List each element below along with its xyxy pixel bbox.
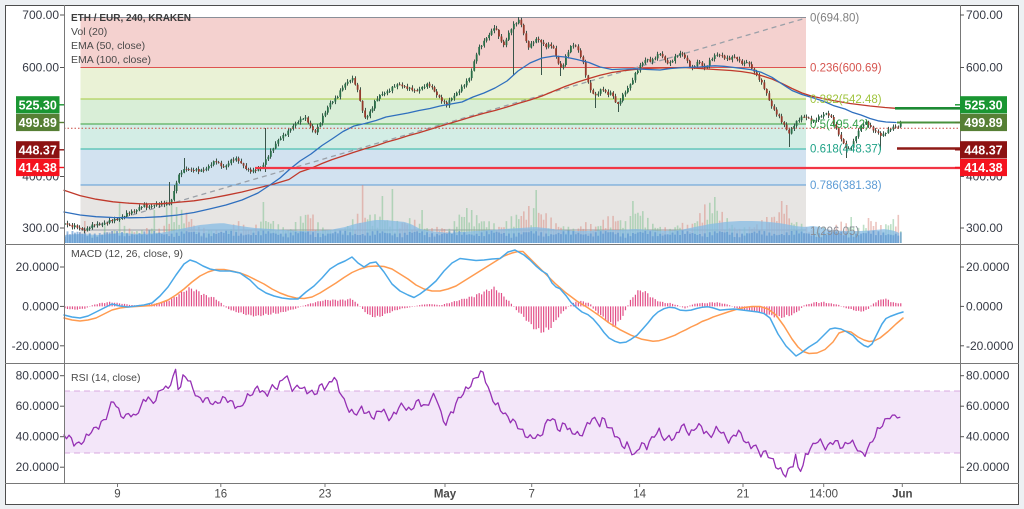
svg-text:May: May xyxy=(434,489,457,501)
svg-text:499.89: 499.89 xyxy=(964,116,1002,130)
svg-text:14:00: 14:00 xyxy=(809,489,838,501)
svg-text:14: 14 xyxy=(633,489,646,501)
svg-text:ETH / EUR, 240, KRAKEN: ETH / EUR, 240, KRAKEN xyxy=(71,13,191,24)
svg-text:40.0000: 40.0000 xyxy=(16,430,60,444)
svg-text:448.37: 448.37 xyxy=(964,143,1002,157)
svg-text:1(296.05): 1(296.05) xyxy=(810,226,859,238)
svg-text:300.00: 300.00 xyxy=(966,221,1003,235)
svg-text:600.00: 600.00 xyxy=(966,61,1003,75)
svg-text:16: 16 xyxy=(214,489,227,501)
svg-text:0.0000: 0.0000 xyxy=(966,299,1003,313)
svg-text:80.0000: 80.0000 xyxy=(966,369,1010,383)
svg-text:525.30: 525.30 xyxy=(964,98,1002,112)
svg-text:60.0000: 60.0000 xyxy=(966,399,1010,413)
svg-text:23: 23 xyxy=(319,489,332,501)
svg-text:0(694.80): 0(694.80) xyxy=(810,13,859,25)
svg-text:-20.0000: -20.0000 xyxy=(966,339,1014,353)
svg-text:Vol (20): Vol (20) xyxy=(71,26,107,38)
svg-text:0.618(448.37): 0.618(448.37) xyxy=(810,144,882,156)
svg-text:20.0000: 20.0000 xyxy=(16,460,60,474)
svg-text:0.5(495.42): 0.5(495.42) xyxy=(810,119,869,131)
svg-text:EMA (100, close): EMA (100, close) xyxy=(71,54,151,66)
svg-text:700.00: 700.00 xyxy=(966,8,1003,22)
svg-text:60.0000: 60.0000 xyxy=(16,399,60,413)
svg-text:Jun: Jun xyxy=(892,489,912,501)
svg-text:-20.0000: -20.0000 xyxy=(12,339,60,353)
svg-text:EMA (50, close): EMA (50, close) xyxy=(71,40,145,52)
svg-text:0.0000: 0.0000 xyxy=(22,299,59,313)
svg-text:20.0000: 20.0000 xyxy=(966,260,1010,274)
svg-text:499.89: 499.89 xyxy=(19,116,57,130)
svg-text:21: 21 xyxy=(737,489,750,501)
svg-text:RSI (14, close): RSI (14, close) xyxy=(71,372,140,384)
svg-text:20.0000: 20.0000 xyxy=(16,260,60,274)
svg-text:9: 9 xyxy=(114,489,120,501)
svg-text:7: 7 xyxy=(528,489,534,501)
svg-text:80.0000: 80.0000 xyxy=(16,369,60,383)
svg-text:40.0000: 40.0000 xyxy=(966,430,1010,444)
svg-text:MACD (12, 26, close, 9): MACD (12, 26, close, 9) xyxy=(71,248,183,260)
svg-text:600.00: 600.00 xyxy=(22,61,59,75)
svg-text:414.38: 414.38 xyxy=(964,161,1002,175)
svg-text:700.00: 700.00 xyxy=(22,8,59,22)
svg-text:20.0000: 20.0000 xyxy=(966,460,1010,474)
svg-text:0.382(542.48): 0.382(542.48) xyxy=(810,94,882,106)
svg-text:525.30: 525.30 xyxy=(19,98,57,112)
svg-text:448.37: 448.37 xyxy=(19,143,57,157)
svg-text:0.236(600.69): 0.236(600.69) xyxy=(810,63,882,75)
svg-text:300.00: 300.00 xyxy=(22,221,59,235)
svg-text:0.786(381.38): 0.786(381.38) xyxy=(810,180,882,192)
svg-text:414.38: 414.38 xyxy=(19,161,57,175)
